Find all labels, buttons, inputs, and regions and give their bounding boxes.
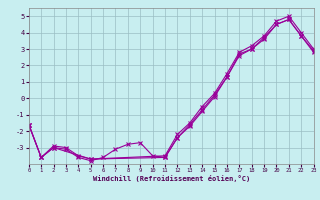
- X-axis label: Windchill (Refroidissement éolien,°C): Windchill (Refroidissement éolien,°C): [92, 175, 250, 182]
